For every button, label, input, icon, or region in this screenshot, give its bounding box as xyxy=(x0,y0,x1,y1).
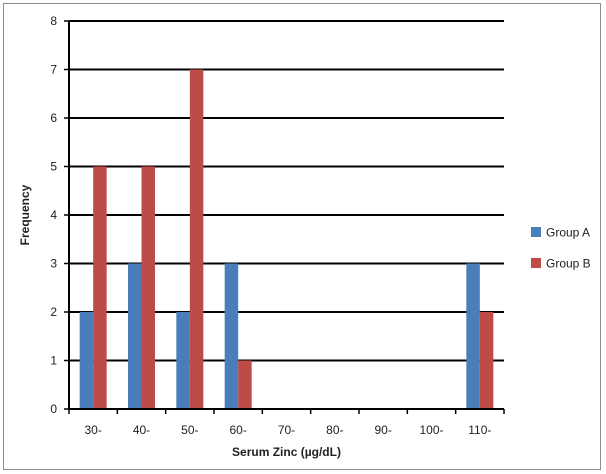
x-tick-label: 30- xyxy=(84,423,101,437)
y-tick-label: 1 xyxy=(50,354,57,368)
x-tick-label: 50- xyxy=(181,423,198,437)
bar-group-b-0 xyxy=(93,166,107,409)
legend-swatch-group-b xyxy=(531,258,541,268)
y-axis-title: Frequency xyxy=(18,184,32,245)
y-tick-label: 0 xyxy=(50,402,57,416)
y-tick-label: 4 xyxy=(50,208,57,222)
x-axis-title: Serum Zinc (µg/dL) xyxy=(232,445,341,459)
x-tick-label: 100- xyxy=(419,423,443,437)
x-tick-label: 80- xyxy=(326,423,343,437)
bar-group-a-1 xyxy=(128,263,142,409)
x-tick-labels: 30- 40- 50- 60- 70- 80- 90- 100- 110- xyxy=(84,423,491,437)
bar-group-b-1 xyxy=(141,166,155,409)
legend-label-group-a: Group A xyxy=(546,226,590,240)
axes xyxy=(64,20,505,414)
bars xyxy=(79,69,494,409)
x-tick-label: 60- xyxy=(229,423,246,437)
y-tick-label: 3 xyxy=(50,257,57,271)
bar-group-b-8 xyxy=(479,312,494,409)
x-tick-label: 90- xyxy=(374,423,391,437)
y-tick-labels: 0 1 2 3 4 5 6 7 8 xyxy=(50,14,57,416)
legend-swatch-group-a xyxy=(531,227,541,237)
bar-group-a-2 xyxy=(176,312,190,409)
y-tick-label: 2 xyxy=(50,305,57,319)
y-tick-label: 8 xyxy=(50,14,57,28)
bar-group-b-3 xyxy=(238,360,252,409)
y-tick-label: 5 xyxy=(50,160,57,174)
legend-label-group-b: Group B xyxy=(546,257,591,271)
x-tick-label: 110- xyxy=(468,423,491,437)
y-tick-label: 7 xyxy=(50,63,57,77)
legend: Group A Group B xyxy=(531,226,591,271)
x-tick-label: 40- xyxy=(133,423,150,437)
y-tick-label: 6 xyxy=(50,111,57,125)
bar-group-a-0 xyxy=(79,312,94,409)
bar-group-b-2 xyxy=(189,69,204,409)
bar-group-a-3 xyxy=(224,263,239,409)
bar-group-a-8 xyxy=(466,263,480,409)
x-tick-label: 70- xyxy=(278,423,295,437)
